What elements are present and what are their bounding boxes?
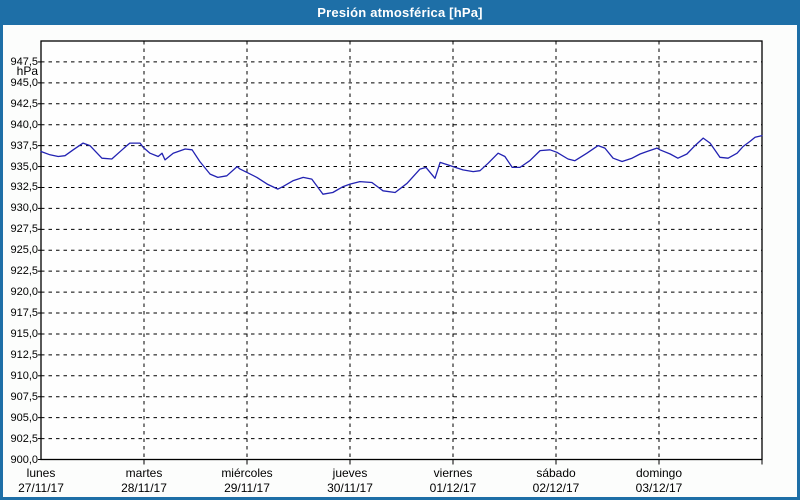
y-tick-label: 940,0 xyxy=(10,118,38,131)
x-axis-day-label: lunes 27/11/17 xyxy=(3,465,93,495)
chart-area: hPa 947,5 945,0 942,5 940,0 937,5 935,0 932,5 9… xyxy=(3,25,797,497)
day-name-label: domingo xyxy=(635,465,683,480)
y-tick-label: 905,0 xyxy=(10,411,38,424)
y-tick-label: 930,0 xyxy=(10,202,38,215)
y-tick-label: 912,5 xyxy=(10,348,38,361)
x-axis-day-label: domingo 03/12/17 xyxy=(607,465,711,495)
pressure-line-plot xyxy=(38,40,763,465)
day-name-label: lunes xyxy=(26,465,56,480)
x-axis-day-label: viernes 01/12/17 xyxy=(401,465,505,495)
day-date-label: 30/11/17 xyxy=(327,480,373,495)
y-tick-label: 945,0 xyxy=(10,76,38,89)
y-tick-label: 925,0 xyxy=(10,244,38,257)
day-date-label: 27/11/17 xyxy=(18,480,64,495)
day-name-label: martes xyxy=(125,465,163,480)
day-name-label: sábado xyxy=(536,465,576,480)
y-tick-label: 917,5 xyxy=(10,307,38,320)
x-axis-day-label: miércoles 29/11/17 xyxy=(195,465,299,495)
day-name-label: miércoles xyxy=(221,465,273,480)
day-date-label: 01/12/17 xyxy=(429,480,477,495)
y-tick-label: 915,0 xyxy=(10,327,38,340)
x-axis-day-label: jueves 30/11/17 xyxy=(298,465,402,495)
y-tick-label: 937,5 xyxy=(10,139,38,152)
y-tick-label: 942,5 xyxy=(10,97,38,110)
x-axis-day-label: martes 28/11/17 xyxy=(92,465,196,495)
y-tick-label: 927,5 xyxy=(10,223,38,236)
y-tick-label: 902,5 xyxy=(10,432,38,445)
day-date-label: 28/11/17 xyxy=(121,480,167,495)
day-date-label: 03/12/17 xyxy=(635,480,683,495)
y-tick-label: 935,0 xyxy=(10,160,38,173)
day-date-label: 29/11/17 xyxy=(224,480,270,495)
y-tick-label: 920,0 xyxy=(10,286,38,299)
pressure-series-line xyxy=(40,134,763,195)
y-tick-label: 947,5 xyxy=(10,55,38,68)
chart-title: Presión atmosférica [hPa] xyxy=(317,5,483,20)
y-tick-label: 932,5 xyxy=(10,181,38,194)
day-name-label: viernes xyxy=(433,465,473,480)
y-tick-label: 922,5 xyxy=(10,265,38,278)
y-tick-label: 910,0 xyxy=(10,369,38,382)
day-date-label: 02/12/17 xyxy=(532,480,580,495)
title-bar: Presión atmosférica [hPa] xyxy=(3,0,797,25)
y-tick-label: 900,0 xyxy=(10,453,38,466)
y-axis-unit-label: hPa xyxy=(16,64,38,78)
x-axis-day-label: sábado 02/12/17 xyxy=(504,465,608,495)
day-name-label: jueves xyxy=(332,465,368,480)
y-tick-label: 907,5 xyxy=(10,390,38,403)
